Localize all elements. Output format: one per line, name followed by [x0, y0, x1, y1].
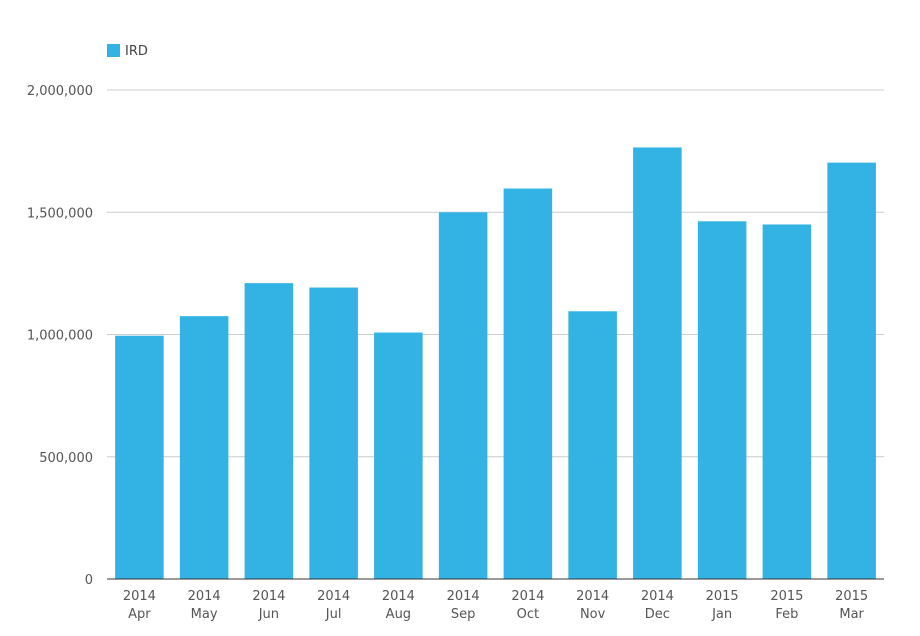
x-tick-label-month: Apr — [128, 607, 151, 622]
x-tick-label-year: 2015 — [835, 589, 868, 604]
x-tick-label-year: 2014 — [382, 589, 415, 604]
bar — [633, 147, 682, 579]
y-tick-label: 2,000,000 — [27, 84, 93, 99]
bar — [503, 188, 553, 579]
x-tick-label-month: Nov — [580, 607, 606, 622]
bar — [179, 316, 229, 579]
bar-series — [115, 147, 876, 579]
x-tick-label-month: Dec — [645, 607, 670, 622]
x-tick-label-month: Feb — [775, 607, 798, 622]
bar — [762, 224, 812, 579]
x-axis-tick-labels: 2014 Apr 2014 May 2014 Jun 2014 Jul 2014 Aug 2014 S… — [123, 589, 868, 622]
bar — [244, 283, 294, 579]
x-tick-label-month: Sep — [451, 607, 476, 622]
x-tick-label-month: May — [191, 607, 218, 622]
x-tick-label-month: Jul — [325, 607, 342, 622]
y-tick-label: 0 — [85, 573, 93, 588]
x-tick-label-year: 2014 — [447, 589, 480, 604]
bar — [115, 335, 164, 579]
bar — [438, 212, 488, 579]
x-tick-label-year: 2015 — [706, 589, 739, 604]
x-tick-label-month: Jun — [258, 607, 279, 622]
legend: IRD — [107, 44, 148, 59]
bar — [568, 311, 617, 579]
x-tick-label-month: Oct — [517, 607, 539, 622]
bar — [697, 221, 747, 579]
x-tick-label-year: 2014 — [252, 589, 285, 604]
x-tick-label-year: 2014 — [123, 589, 156, 604]
legend-swatch-ird — [107, 44, 120, 57]
x-tick-label-month: Mar — [839, 607, 864, 622]
y-tick-label: 1,000,000 — [27, 329, 93, 344]
bar — [309, 287, 358, 579]
y-tick-label: 500,000 — [39, 451, 93, 466]
legend-label-ird: IRD — [125, 44, 148, 59]
x-tick-label-year: 2015 — [770, 589, 803, 604]
y-gridlines — [107, 89, 884, 458]
bar — [374, 332, 423, 579]
y-tick-label: 1,500,000 — [27, 206, 93, 221]
x-tick-label-year: 2014 — [576, 589, 609, 604]
y-axis-tick-labels: 0 500,000 1,000,000 1,500,000 2,000,000 — [27, 84, 93, 588]
x-tick-label-month: Jan — [711, 607, 732, 622]
bar — [827, 162, 876, 579]
x-tick-label-month: Aug — [386, 607, 411, 622]
x-tick-label-year: 2014 — [511, 589, 544, 604]
x-tick-label-year: 2014 — [188, 589, 221, 604]
x-tick-label-year: 2014 — [641, 589, 674, 604]
x-tick-label-year: 2014 — [317, 589, 350, 604]
